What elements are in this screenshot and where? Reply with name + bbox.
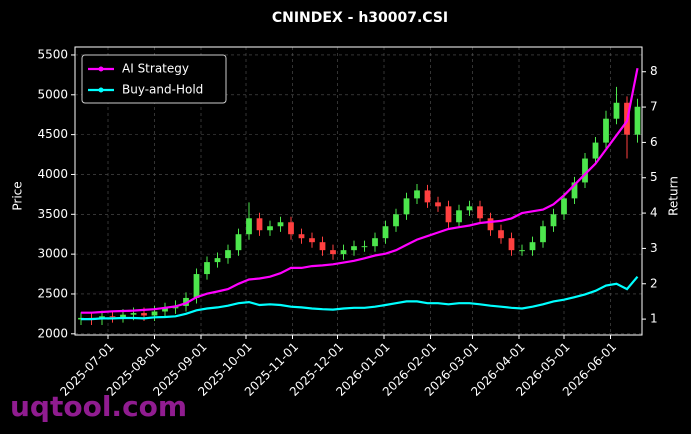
candle-body — [414, 190, 420, 199]
candle-body — [130, 313, 137, 315]
candle-body — [141, 313, 147, 316]
candle-body — [603, 118, 609, 143]
y-tick-label: 5000 — [37, 87, 68, 101]
candle-body — [340, 250, 347, 255]
candle-body — [256, 218, 263, 231]
legend-marker — [98, 66, 104, 72]
candle-body — [246, 218, 252, 235]
y2-axis-label: Return — [667, 176, 681, 216]
y-tick-label: 4500 — [37, 127, 68, 141]
y-tick-label: 3000 — [37, 247, 68, 261]
y2-tick-label: 3 — [650, 241, 658, 255]
watermark: uqtool.com — [10, 390, 187, 423]
candle-body — [456, 210, 462, 223]
y-tick-label: 2000 — [37, 326, 68, 340]
y2-tick-label: 1 — [650, 312, 658, 326]
candle-body — [466, 206, 473, 211]
y2-tick-label: 8 — [650, 64, 658, 78]
y2-tick-label: 2 — [650, 276, 658, 290]
candle-body — [561, 198, 567, 215]
candle-body — [613, 102, 620, 119]
candle-body — [372, 238, 378, 247]
y-tick-label: 3500 — [37, 207, 68, 221]
candle-body — [477, 206, 483, 219]
candle-body — [225, 250, 231, 259]
candle-body — [634, 106, 641, 135]
line-series — [81, 67, 639, 314]
candle-body — [592, 142, 599, 159]
chart-title: CNINDEX - h30007.CSI — [272, 10, 448, 26]
legend-marker — [98, 87, 104, 93]
candle-body — [382, 226, 389, 239]
plot-frame — [74, 46, 643, 336]
legend-label: Buy-and-Hold — [122, 83, 203, 97]
candle-body — [120, 314, 126, 318]
candle-body — [424, 190, 431, 203]
candle-body — [309, 238, 315, 243]
candle-body — [361, 246, 368, 248]
candle-body — [435, 202, 441, 207]
candle-body — [319, 242, 326, 251]
candle-body — [330, 250, 336, 255]
legend-label: AI Strategy — [122, 62, 189, 76]
candle-body — [267, 226, 273, 231]
candle-body — [393, 214, 399, 227]
y-tick-label: 2500 — [37, 286, 68, 300]
candle-body — [277, 222, 284, 227]
candle-body — [109, 316, 116, 318]
candle-body — [529, 242, 536, 251]
candle-body — [582, 158, 588, 183]
y2-tick-label: 4 — [650, 206, 658, 220]
candle-body — [403, 198, 410, 215]
candle-body — [550, 214, 557, 227]
candle-body — [508, 238, 515, 251]
candle-body — [298, 234, 305, 239]
candle-body — [204, 262, 210, 275]
y2-tick-label: 7 — [650, 100, 658, 114]
candle-body — [351, 246, 357, 251]
candle-body — [519, 250, 525, 252]
candle-body — [235, 234, 242, 251]
candle-body — [498, 230, 504, 239]
candle-body — [487, 218, 494, 231]
candle-body — [214, 258, 221, 263]
line-series — [81, 275, 639, 321]
candle-body — [162, 308, 168, 312]
candle-body — [288, 222, 294, 235]
legend: AI Strategy Buy-and-Hold — [81, 54, 227, 104]
candle-body — [571, 182, 578, 199]
y2-tick-label: 5 — [650, 170, 658, 184]
y-tick-label: 5500 — [37, 47, 68, 61]
candle-body — [151, 311, 158, 316]
y-axis-label: Price — [11, 181, 25, 210]
candle-body — [445, 206, 452, 223]
candle-body — [193, 274, 200, 298]
candle-body — [540, 226, 546, 243]
legend-box — [81, 54, 227, 104]
y2-tick-label: 6 — [650, 135, 658, 149]
y-tick-label: 4000 — [37, 167, 68, 181]
